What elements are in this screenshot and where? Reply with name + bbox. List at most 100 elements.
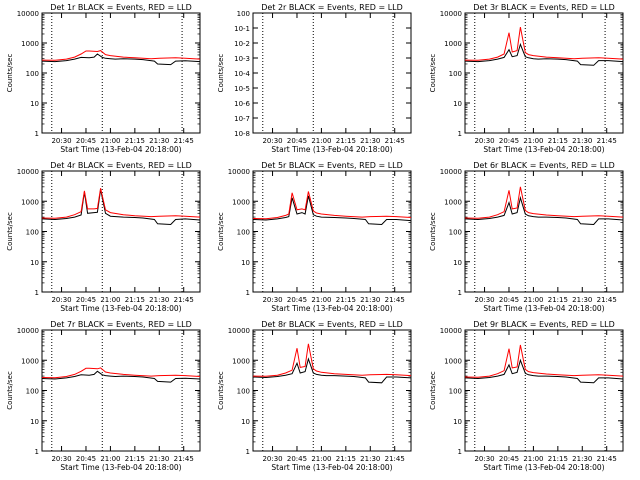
x-axis-label: Start Time (13-Feb-04 20:18:00) [271, 145, 392, 154]
x-tick-label: 21:45 [385, 137, 405, 145]
y-tick-label: 10 [453, 418, 462, 426]
y-tick-label: 10000 [440, 168, 462, 176]
x-tick-label: 21:45 [385, 455, 405, 463]
y-tick-label: 1 [35, 130, 39, 138]
y-tick-label: 100 [449, 70, 462, 78]
y-tick-label: 1 [35, 289, 39, 297]
y-axis-label: Counts/sec [429, 54, 437, 93]
y-tick-label: 10000 [17, 168, 39, 176]
lld-series-line [252, 191, 412, 220]
x-axis-label: Start Time (13-Feb-04 20:18:00) [60, 304, 181, 313]
x-tick-label: 21:15 [125, 455, 145, 463]
y-tick-label: 10000 [228, 327, 250, 335]
x-axis-label: Start Time (13-Feb-04 20:18:00) [271, 463, 392, 472]
y-tick-label: 100 [449, 388, 462, 396]
panel-title: Det 6r BLACK = Events, RED = LLD [473, 161, 615, 170]
panel-det-2: Det 2r BLACK = Events, RED = LLD 10-8 10-7… [217, 3, 412, 154]
x-tick-label: 21:15 [336, 296, 356, 304]
y-tick-label: 100 [237, 10, 250, 18]
y-tick-label: 100 [26, 388, 39, 396]
panel-det-5: Det 5r BLACK = Events, RED = LLD 1 10 100 10… [217, 161, 412, 313]
panel-det-6: Det 6r BLACK = Events, RED = LLD 1 10 100 10… [429, 161, 624, 313]
plot-frame [41, 12, 201, 134]
lld-series-line [464, 27, 624, 61]
events-series-line [464, 195, 624, 226]
x-tick-label: 21:00 [523, 137, 543, 145]
y-tick-label: 10 [241, 418, 250, 426]
x-axis-label: Start Time (13-Feb-04 20:18:00) [483, 304, 604, 313]
y-axis-label: Counts/sec [6, 212, 14, 251]
lld-series-line [41, 50, 201, 61]
lld-series-line [252, 343, 412, 377]
x-tick-label: 20:30 [51, 455, 71, 463]
x-tick-label: 21:00 [311, 455, 331, 463]
events-series-line [464, 42, 624, 66]
x-axis-label: Start Time (13-Feb-04 20:18:00) [483, 145, 604, 154]
lld-series-line [464, 186, 624, 219]
x-tick-label: 21:30 [149, 296, 169, 304]
x-axis-label: Start Time (13-Feb-04 20:18:00) [60, 463, 181, 472]
x-tick-label: 21:15 [336, 455, 356, 463]
lld-series-line [41, 188, 201, 219]
y-tick-label: 10-4 [234, 70, 250, 78]
y-tick-label: 10000 [17, 10, 39, 18]
x-tick-label: 21:45 [385, 296, 405, 304]
plot-frame [252, 170, 412, 293]
x-tick-label: 21:00 [523, 455, 543, 463]
y-tick-label: 100 [26, 70, 39, 78]
y-tick-label: 1000 [444, 198, 462, 206]
x-tick-label: 20:45 [499, 296, 519, 304]
plot-frame [41, 170, 201, 293]
y-tick-label: 100 [237, 388, 250, 396]
events-series-line [41, 53, 201, 66]
panel-title: Det 2r BLACK = Events, RED = LLD [261, 3, 403, 12]
y-tick-label: 1 [35, 448, 39, 456]
events-series-line [41, 189, 201, 226]
plot-frame [464, 12, 624, 134]
x-tick-label: 21:30 [360, 296, 380, 304]
y-tick-label: 100 [237, 229, 250, 237]
x-tick-label: 21:15 [548, 296, 568, 304]
y-tick-label: 1 [458, 289, 462, 297]
x-axis-label: Start Time (13-Feb-04 20:18:00) [271, 304, 392, 313]
x-tick-label: 21:00 [311, 296, 331, 304]
x-tick-label: 21:00 [100, 137, 120, 145]
y-axis-label: Counts/sec [6, 371, 14, 410]
y-tick-label: 1 [246, 289, 250, 297]
plot-frame [252, 329, 412, 452]
x-axis-label: Start Time (13-Feb-04 20:18:00) [60, 145, 181, 154]
x-tick-label: 21:45 [174, 296, 194, 304]
y-tick-label: 10 [30, 259, 39, 267]
panel-det-8: Det 8r BLACK = Events, RED = LLD 1 10 100 10… [217, 320, 412, 472]
y-tick-label: 1000 [444, 40, 462, 48]
y-tick-label: 1000 [444, 357, 462, 365]
y-axis-label: Counts/sec [429, 371, 437, 410]
x-tick-label: 21:15 [125, 137, 145, 145]
x-tick-label: 20:30 [262, 137, 282, 145]
x-tick-label: 21:45 [597, 296, 617, 304]
y-tick-label: 10 [30, 418, 39, 426]
y-tick-label: 10-5 [234, 85, 250, 93]
panel-title: Det 7r BLACK = Events, RED = LLD [50, 320, 192, 329]
lld-series-line [464, 344, 624, 378]
events-series-line [252, 195, 412, 226]
y-tick-label: 10-3 [234, 55, 250, 63]
x-axis-label: Start Time (13-Feb-04 20:18:00) [483, 463, 604, 472]
y-axis-label: Counts/sec [217, 54, 225, 93]
x-tick-label: 20:30 [51, 137, 71, 145]
x-tick-label: 20:45 [76, 137, 96, 145]
y-axis-label: Counts/sec [6, 54, 14, 93]
x-tick-label: 20:45 [76, 296, 96, 304]
panel-title: Det 1r BLACK = Events, RED = LLD [50, 3, 192, 12]
x-tick-label: 20:30 [262, 455, 282, 463]
plot-frame [464, 329, 624, 452]
y-axis-label: Counts/sec [429, 212, 437, 251]
x-tick-label: 20:30 [474, 296, 494, 304]
y-tick-label: 10 [453, 259, 462, 267]
y-tick-label: 1 [458, 130, 462, 138]
panel-title: Det 3r BLACK = Events, RED = LLD [473, 3, 615, 12]
x-tick-label: 21:30 [572, 455, 592, 463]
events-series-line [464, 358, 624, 384]
x-tick-label: 20:45 [76, 455, 96, 463]
